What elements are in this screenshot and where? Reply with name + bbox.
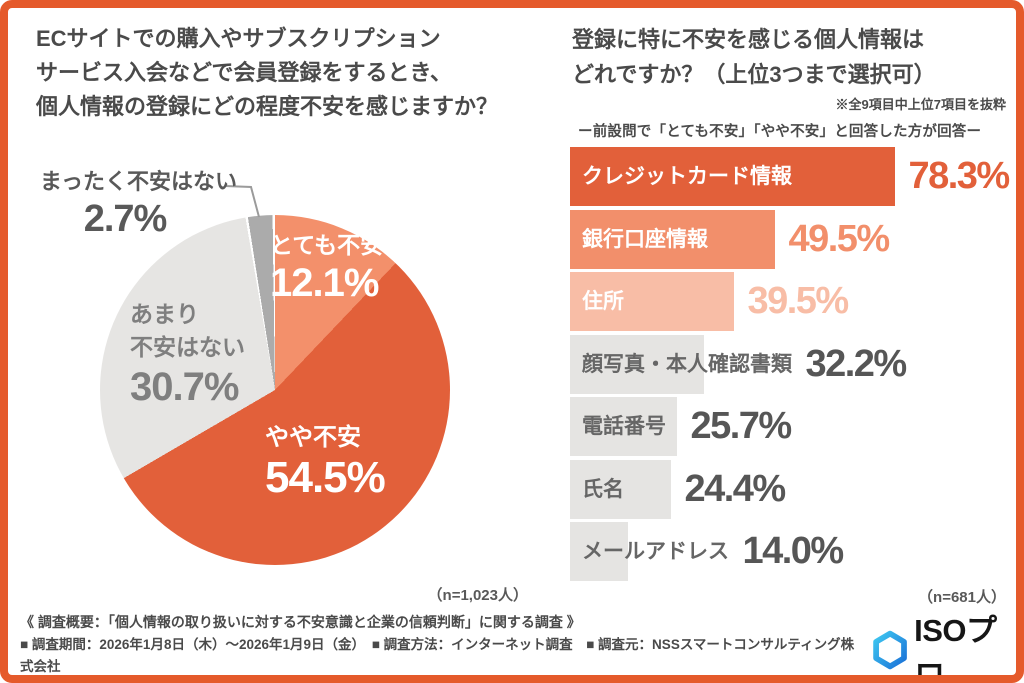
pie-label-not-very-anxious-line2: 不安はない xyxy=(130,334,245,360)
bar-category-label: メールアドレス xyxy=(582,540,729,563)
pie-chart-title-line3: 個人情報の登録にどの程度不安を感じますか？ xyxy=(36,94,499,119)
pie-label-somewhat-anxious-text: やや不安 xyxy=(265,424,361,451)
bar-value-label: 25.7% xyxy=(690,405,792,447)
bar-row: 電話番号 25.7% xyxy=(570,397,1016,456)
pie-label-very-anxious: とても不安 12.1% xyxy=(270,230,383,306)
pie-chart-title-line2: サービス入会などで会員登録をするとき、 xyxy=(36,60,453,85)
bar-chart-title: 登録に特に不安を感じる個人情報は どれですか？（上位3つまで選択可） xyxy=(572,22,936,92)
bar-row: メールアドレス 14.0% xyxy=(570,522,1016,581)
bar-row: 銀行口座情報 49.5% xyxy=(570,209,1016,269)
pie-chart-title: ECサイトでの購入やサブスクリプション サービス入会などで会員登録をするとき、 … xyxy=(36,22,498,124)
bar-fill xyxy=(570,334,704,394)
survey-detail-line1: ■ 調査期間：2026年1月8日（木）〜2026年1月9日（金） ■ 調査方法：… xyxy=(20,637,855,674)
bar-fill xyxy=(570,459,671,519)
bar-row: クレジットカード情報 78.3% xyxy=(570,147,1016,206)
bar-sample-size: （n=681人） xyxy=(918,589,1006,606)
bar-chart-title-line1: 登録に特に不安を感じる個人情報は xyxy=(572,27,925,52)
bar-category-label: 氏名 xyxy=(582,477,624,501)
pie-label-very-anxious-text: とても不安 xyxy=(270,232,384,258)
survey-summary-line: 《 調査概要：「個人情報の取り扱いに対する不安意識と企業の信頼判断」に関する調査… xyxy=(20,614,581,630)
bar-chart: クレジットカード情報 78.3% 銀行口座情報 49.5% 住所 39.5% 顔… xyxy=(570,147,1016,585)
bar-chart-title-line2: どれですか？（上位3つまで選択可） xyxy=(572,62,936,87)
bar-row: 顔写真・本人確認書類 32.2% xyxy=(570,334,1016,394)
pie-label-no-anxiety: まったく不安はない xyxy=(39,169,237,194)
survey-detail-line2: ■ 調査対象：調査回答時に20〜60代の男女と回答したモニター ■ モニター提供… xyxy=(20,678,860,683)
bar-fill xyxy=(570,147,895,206)
survey-overview: 《 調査概要：「個人情報の取り扱いに対する不安意識と企業の信頼判断」に関する調査… xyxy=(20,610,860,683)
pie-value-not-very-anxious: 30.7% xyxy=(130,365,239,409)
bar-category-label: 顔写真・本人確認書類 xyxy=(582,352,792,376)
pie-value-very-anxious: 12.1% xyxy=(270,261,379,305)
bar-row: 住所 39.5% xyxy=(570,272,1016,331)
pie-label-somewhat-anxious: やや不安 54.5% xyxy=(265,422,386,502)
bar-category-label: 住所 xyxy=(582,290,624,313)
bar-fill xyxy=(570,397,677,456)
pie-value-no-anxiety: 2.7% xyxy=(83,198,168,240)
hexagon-icon xyxy=(873,630,907,670)
bar-value-label: 39.5% xyxy=(747,280,849,322)
bar-fill xyxy=(570,522,628,581)
bar-category-label: 電話番号 xyxy=(582,415,666,438)
pie-graphic xyxy=(100,215,450,565)
bar-row: 氏名 24.4% xyxy=(570,459,1016,519)
pie-chart-title-line1: ECサイトでの購入やサブスクリプション xyxy=(36,26,441,51)
pie-label-not-very-anxious: あまり 不安はない 30.7% xyxy=(130,298,245,410)
logo-text: ISOプロ xyxy=(914,613,997,683)
bar-fill xyxy=(570,209,775,269)
pie-value-somewhat-anxious: 54.5% xyxy=(265,453,386,502)
pie-chart: まったく不安はない 2.7% とても不安 12.1% あまり 不安はない 30.… xyxy=(25,160,505,590)
pie-label-not-very-anxious-line1: あまり xyxy=(130,301,199,327)
iso-pro-logo: ISOプロ xyxy=(872,613,1016,675)
bar-category-label: 銀行口座情報 xyxy=(582,227,708,251)
bar-category-label: クレジットカード情報 xyxy=(582,165,792,188)
excerpt-note: ※全9項目中上位7項目を抜粋 xyxy=(835,97,1006,112)
bar-value-label: 24.4% xyxy=(684,467,786,510)
bar-value-label: 49.5% xyxy=(788,217,890,260)
bar-value-label: 78.3% xyxy=(908,155,1010,197)
pie-sample-size: （n=1,023人） xyxy=(427,587,528,604)
bar-value-label: 32.2% xyxy=(805,342,907,385)
bar-chart-subtitle: ー前設問で「とても不安」「やや不安」と回答した方が回答ー xyxy=(578,124,982,140)
bar-value-label: 14.0% xyxy=(742,530,844,572)
bar-fill xyxy=(570,272,734,331)
